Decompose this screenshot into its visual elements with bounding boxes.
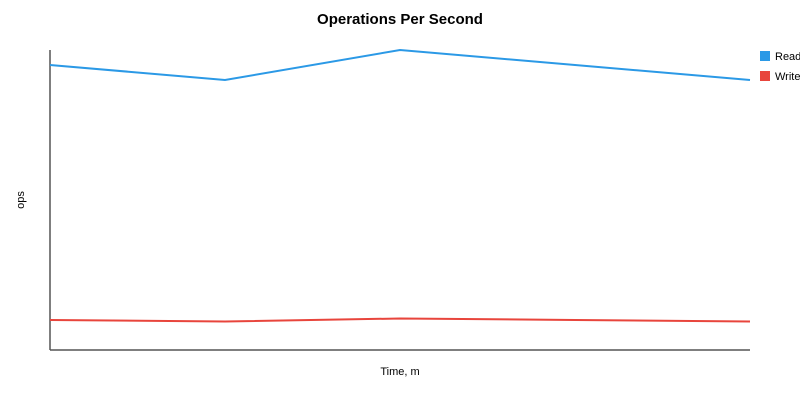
legend-swatch-read <box>760 51 770 61</box>
series-line-write <box>49 317 751 323</box>
y-axis-label: ops <box>15 191 27 209</box>
legend-swatch-write <box>760 71 770 81</box>
x-axis-label: Time, m <box>380 366 419 378</box>
chart-title: Operations Per Second <box>317 11 483 28</box>
legend-label-read: Read <box>775 51 800 63</box>
legend: Read Write <box>760 51 800 83</box>
legend-label-write: Write <box>775 71 800 83</box>
series-line-read <box>49 48 751 82</box>
series-layer <box>49 48 751 323</box>
